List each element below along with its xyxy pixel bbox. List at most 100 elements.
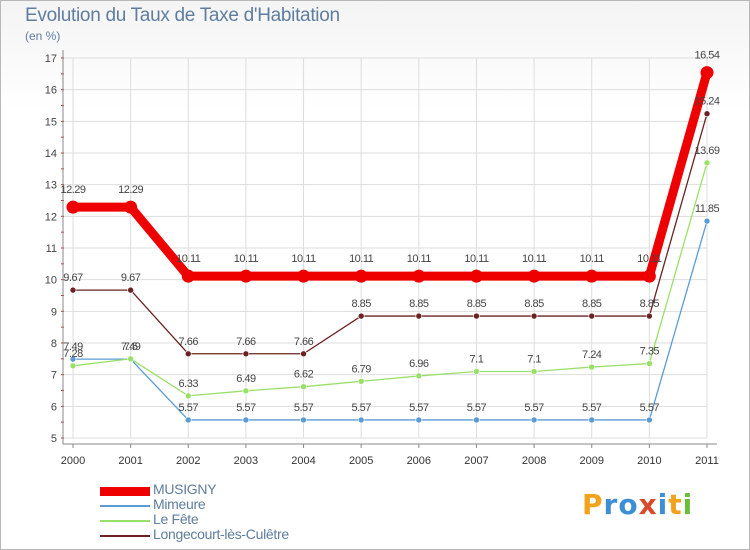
data-label: 8.85 — [467, 298, 487, 310]
data-point — [585, 269, 599, 283]
data-label: 5.57 — [582, 402, 602, 414]
data-point — [703, 110, 711, 118]
logo-letter: x — [638, 488, 658, 521]
data-point — [473, 416, 480, 424]
data-label: 8.85 — [351, 298, 371, 310]
legend-swatch — [100, 520, 150, 522]
logo-letter: P — [582, 488, 604, 521]
data-point — [700, 66, 714, 80]
data-point — [469, 269, 483, 283]
series-line-1 — [72, 220, 708, 421]
legend-swatch — [100, 505, 150, 507]
data-point — [530, 312, 538, 320]
data-label: 7.1 — [527, 354, 541, 366]
data-label: 7.66 — [236, 336, 256, 348]
y-tick-label: 9 — [51, 306, 57, 318]
data-label: 16.54 — [694, 50, 719, 62]
data-point — [181, 269, 195, 283]
x-tick-label: 2004 — [291, 455, 315, 467]
logo-letter: i — [657, 488, 669, 521]
data-point — [184, 392, 192, 400]
data-label: 5.57 — [236, 402, 256, 414]
data-label: 7.1 — [470, 354, 484, 366]
data-point — [530, 416, 538, 424]
logo-letter: r — [603, 488, 619, 521]
data-label: 7.24 — [582, 349, 602, 361]
y-tick-label: 6 — [51, 401, 57, 413]
series-line-3 — [72, 113, 708, 355]
data-point — [415, 416, 423, 424]
data-point — [300, 350, 307, 358]
legend-label: Mimeure — [153, 496, 206, 512]
data-point — [300, 383, 307, 391]
data-label: 10.11 — [234, 253, 259, 265]
data-label: 5.57 — [179, 402, 199, 414]
data-label: 10.11 — [291, 253, 316, 265]
legend-label: MUSIGNY — [153, 481, 217, 497]
data-point — [69, 286, 77, 294]
data-label: 5.57 — [524, 402, 544, 414]
data-point — [530, 368, 538, 375]
y-tick-label: 5 — [51, 433, 57, 445]
data-label: 6.33 — [179, 378, 199, 390]
data-point — [357, 416, 365, 424]
logo-letter: t — [668, 488, 683, 521]
x-tick-label: 2010 — [637, 455, 661, 467]
y-tick-label: 8 — [51, 338, 57, 350]
legend-swatch — [100, 486, 150, 496]
data-label: 10.11 — [349, 253, 374, 265]
data-label: 12.29 — [60, 184, 85, 196]
series-lines — [66, 66, 714, 424]
data-point — [184, 416, 192, 424]
x-tick-label: 2005 — [349, 455, 373, 467]
x-tick-label: 2009 — [579, 455, 603, 467]
data-labels: 12.29 12.29 10.11 10.11 10.11 10.11 10.11 10.11… — [60, 50, 720, 414]
data-label: 10.11 — [637, 253, 662, 265]
data-point — [412, 269, 426, 283]
data-label: 5.57 — [294, 402, 314, 414]
proxiti-logo: Proxiti — [582, 488, 693, 521]
data-label: 7.28 — [63, 348, 83, 360]
data-point — [239, 269, 253, 283]
data-label: 13.69 — [694, 145, 719, 157]
y-tick-label: 16 — [45, 85, 57, 97]
data-point — [527, 269, 541, 283]
data-label: 8.85 — [524, 298, 544, 310]
x-tick-label: 2003 — [234, 455, 258, 467]
x-tick-label: 2000 — [61, 455, 85, 467]
data-point — [184, 350, 192, 358]
data-point — [473, 312, 480, 320]
data-point — [642, 269, 656, 283]
data-point — [415, 312, 423, 320]
data-label: 7.35 — [640, 346, 660, 358]
data-label: 7.5 — [124, 341, 138, 353]
data-label: 5.57 — [351, 402, 371, 414]
data-point — [69, 355, 77, 363]
x-tick-label: 2008 — [522, 455, 546, 467]
data-point — [415, 372, 423, 380]
x-tick-label: 2011 — [695, 455, 719, 467]
data-label: 9.67 — [63, 272, 83, 284]
data-point — [357, 378, 365, 385]
data-point — [124, 200, 138, 214]
axes: 5 6 7 8 9 10 11 12 13 14 15 16 17 2000 2001 2002 2003 200… — [45, 50, 719, 467]
series-line-0 — [68, 68, 712, 281]
data-point — [297, 269, 311, 283]
data-point — [473, 368, 480, 375]
data-label: 12.29 — [118, 184, 143, 196]
y-tick-label: 15 — [45, 116, 57, 128]
legend-swatch — [100, 535, 150, 537]
data-label: 8.85 — [409, 298, 429, 310]
data-label: 10.11 — [522, 253, 547, 265]
data-point — [588, 416, 596, 424]
data-point — [127, 355, 134, 363]
data-point — [354, 269, 368, 283]
data-label: 10.11 — [580, 253, 605, 265]
data-label: 7.66 — [179, 336, 199, 348]
data-label: 7.66 — [294, 336, 314, 348]
data-point — [242, 387, 250, 395]
data-point — [703, 159, 711, 167]
y-tick-label: 10 — [45, 275, 57, 287]
series-line-2 — [72, 162, 708, 397]
data-label: 8.85 — [582, 298, 602, 310]
